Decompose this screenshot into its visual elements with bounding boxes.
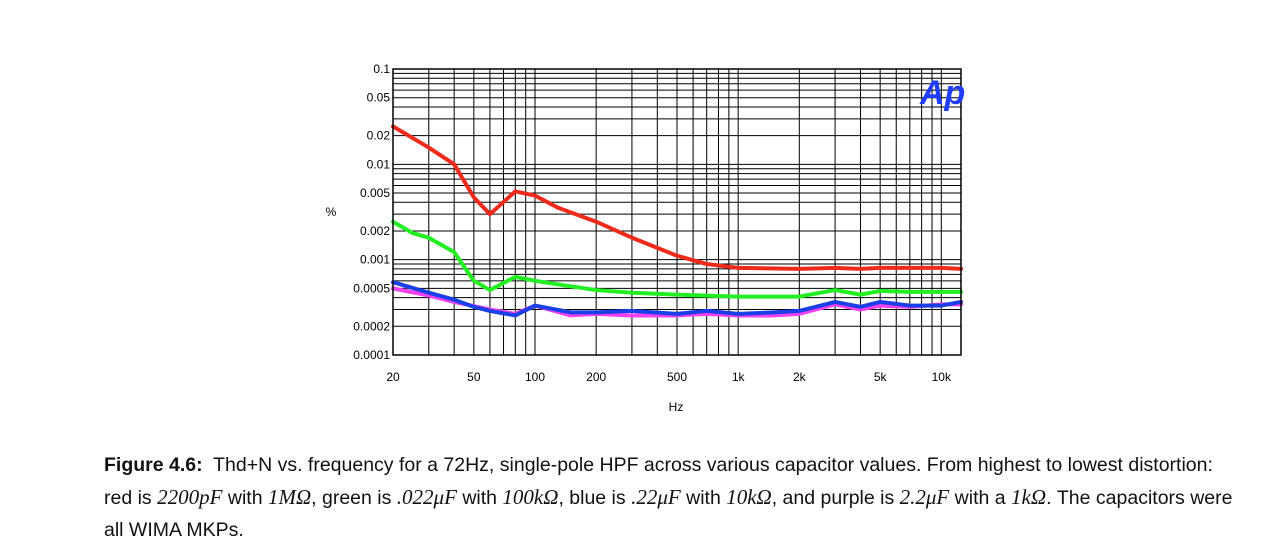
- x-tick-label: 50: [467, 370, 481, 384]
- series-line-1: [391, 124, 963, 271]
- x-tick-label: 10k: [932, 370, 952, 384]
- x-tick-label: 1k: [732, 370, 746, 384]
- y-tick-label: 0.0005: [353, 281, 390, 295]
- chart-ticks: 20 50 100 200 500 1k 2k 5k 10k 0.1 0.05 0.02 0.01 0.0…: [353, 62, 952, 384]
- caption-math: .022μF: [396, 485, 457, 509]
- caption-text: with: [456, 487, 503, 509]
- caption-text: , blue is: [558, 487, 632, 509]
- caption-math: 100kΩ: [502, 485, 559, 509]
- caption-math: 2.2μF: [899, 485, 950, 509]
- caption-text: , green is: [311, 487, 397, 509]
- caption-math: .22μF: [631, 485, 681, 509]
- caption-math: 1kΩ: [1011, 485, 1047, 509]
- caption-math: 1MΩ: [267, 485, 312, 509]
- ap-logo: Ap: [919, 74, 965, 112]
- y-tick-label: 0.005: [360, 186, 390, 200]
- caption-text: with a: [949, 487, 1012, 509]
- series-line-2: [391, 219, 963, 299]
- x-tick-label: 500: [667, 370, 687, 384]
- figure-label: Figure 4.6:: [104, 454, 203, 476]
- x-axis-label: Hz: [669, 400, 684, 414]
- caption-text: , and purple is: [771, 487, 900, 509]
- caption-text: . The capacitors were all WIMA MKPs.: [104, 487, 1233, 541]
- x-tick-label: 5k: [874, 370, 888, 384]
- figure-caption: Figure 4.6: Thd+N vs. frequency for a 72…: [104, 449, 1234, 546]
- caption-text: Thd+N vs. frequency for a 72Hz, single-p…: [104, 454, 1213, 509]
- y-axis-label: %: [326, 205, 337, 219]
- y-tick-label: 0.01: [367, 157, 391, 171]
- x-tick-label: 100: [525, 370, 545, 384]
- chart-series-group: [391, 124, 963, 318]
- y-tick-label: 0.05: [367, 91, 391, 105]
- y-tick-label: 0.0002: [353, 319, 390, 333]
- thd-chart: 20 50 100 200 500 1k 2k 5k 10k 0.1 0.05 0.02 0.01 0.0…: [326, 62, 966, 414]
- y-tick-label: 0.1: [373, 62, 390, 76]
- x-tick-label: 20: [386, 370, 400, 384]
- caption-math: 2200pF: [157, 485, 223, 509]
- x-tick-label: 200: [586, 370, 606, 384]
- plot-frame: [392, 68, 962, 356]
- y-tick-label: 0.0001: [353, 348, 390, 362]
- y-tick-label: 0.02: [367, 129, 391, 143]
- caption-text: with: [680, 487, 727, 509]
- y-tick-label: 0.001: [360, 253, 390, 267]
- caption-text: with: [222, 487, 268, 509]
- x-tick-label: 2k: [793, 370, 807, 384]
- caption-math: 10kΩ: [726, 485, 772, 509]
- y-tick-label: 0.002: [360, 224, 390, 238]
- series-line-4: [391, 280, 963, 318]
